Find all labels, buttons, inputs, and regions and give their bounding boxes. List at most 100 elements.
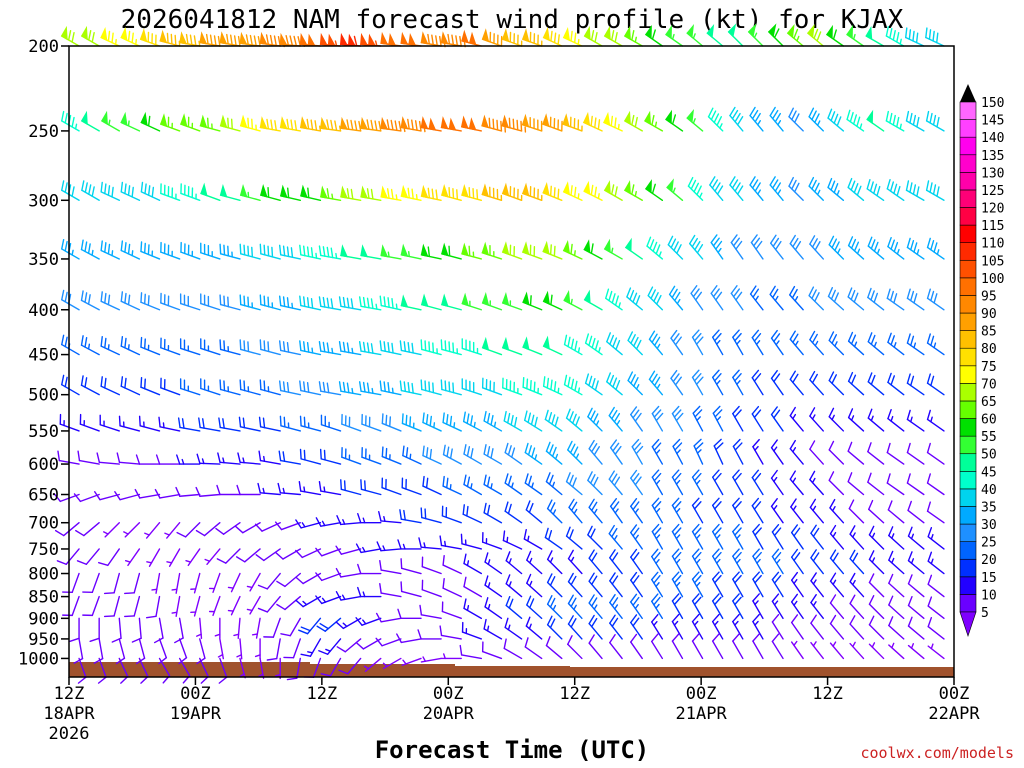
barb-feather [926,237,931,249]
barb-feather [732,523,740,533]
barb-feather [230,118,233,130]
wind-barb [769,285,784,311]
barb-half-feather [549,557,554,563]
barb-shaft [240,388,261,396]
wind-barb [751,497,764,524]
wind-barb [752,593,764,620]
barb-feather [927,616,933,628]
barb-feather [526,573,532,584]
barb-feather [439,625,443,637]
barb-feather [868,573,875,584]
wind-barb [335,545,362,555]
barb-feather [120,291,124,303]
barb-half-feather [257,673,264,678]
barb-flag [481,28,490,43]
barb-feather [448,381,451,393]
barb-feather [573,186,577,198]
barb-feather [399,509,402,520]
barb-feather [812,552,820,562]
barb-shaft [849,557,865,575]
barb-shaft [140,250,161,260]
wind-barb [588,549,603,575]
barb-feather [594,117,597,129]
wind-barb [239,294,261,311]
barb-feather [907,574,913,585]
barb-feather [630,593,638,603]
barb-half-feather [614,604,619,610]
wind-barb [501,336,523,356]
barb-feather [711,179,719,189]
barb-shaft [461,631,483,640]
barb-feather [147,185,151,196]
barb-flag [380,244,389,258]
barb-half-feather [635,384,640,390]
barb-feather [262,417,266,429]
barb-feather [403,509,406,521]
barb-half-feather [715,339,721,345]
barb-shaft [829,557,845,575]
wind-barb [505,551,523,575]
barb-feather [753,501,762,510]
barb-shaft [809,478,824,496]
barb-half-feather [185,560,192,563]
barb-feather [218,417,221,429]
barb-shaft [259,492,281,496]
barb-shaft [730,241,744,260]
wind-barb [338,296,362,311]
barb-shaft [91,572,100,594]
colorbar-segment [959,523,977,542]
wind-barb [521,241,543,260]
barb-feather [732,405,740,415]
barb-half-feather [127,344,130,351]
wind-barb [278,380,302,396]
barb-shaft [810,580,824,598]
barb-feather [713,501,722,510]
barb-feather [611,597,619,607]
barb-half-feather [466,560,470,567]
barb-feather [867,442,872,453]
barb-shaft [259,459,281,465]
barb-feather [563,374,568,386]
wind-barb [234,522,261,534]
barb-shaft [199,426,221,432]
wind-barb [732,405,744,432]
barb-flag [603,111,611,127]
barb-shaft [729,114,744,132]
barb-feather [673,501,682,510]
barb-half-feather [715,380,721,385]
barb-feather [366,188,370,199]
barb-feather [773,527,782,537]
barb-half-feather [611,247,614,254]
barb-feather [100,376,103,387]
barb-half-feather [930,558,934,565]
barb-feather [714,182,721,192]
wind-barb [752,571,764,598]
barb-feather [651,633,659,643]
wind-barb [75,522,100,537]
wind-barb [358,381,382,396]
barb-feather [588,549,595,559]
barb-feather [671,613,680,623]
barb-feather [613,476,621,487]
barb-feather [751,329,760,339]
barb-feather [104,292,107,304]
barb-flag [521,28,530,43]
barb-shaft [907,559,925,575]
barb-feather [53,493,61,503]
barb-shaft [789,414,804,432]
x-tick-label: 2026 [49,724,90,744]
wind-barb [339,32,362,47]
wind-barb [275,548,302,560]
barb-half-feather [391,387,394,394]
wind-barb [96,452,120,465]
wind-barb [61,334,80,356]
barb-half-feather [653,620,658,627]
barb-feather [298,480,302,492]
wind-barb [298,617,322,635]
barb-feather [792,373,799,384]
barb-feather [694,409,703,418]
barb-feather [811,333,818,344]
barb-feather [632,617,640,627]
barb-feather [673,527,682,536]
barb-shaft [61,343,80,356]
